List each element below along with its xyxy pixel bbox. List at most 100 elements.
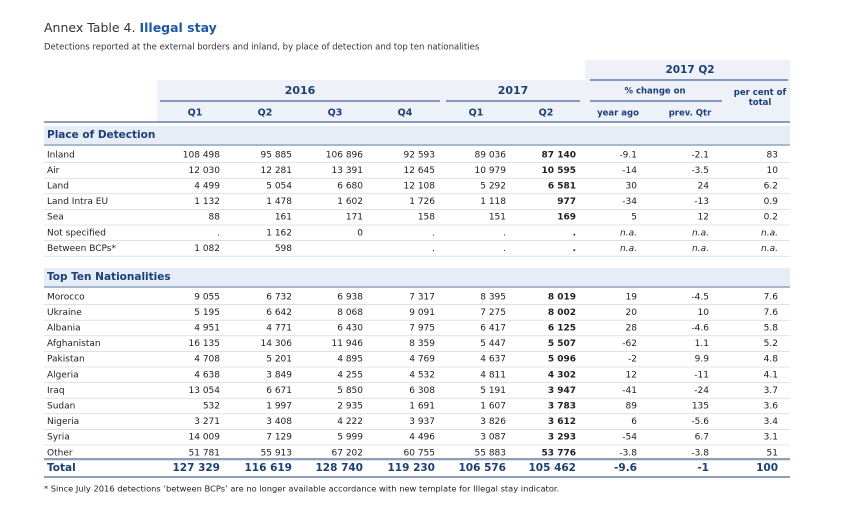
column-header: Q2 bbox=[258, 108, 273, 119]
cell: 12 bbox=[626, 370, 637, 380]
cell: 28 bbox=[626, 324, 638, 334]
cell: 6 308 bbox=[409, 386, 435, 396]
cell: n.a. bbox=[692, 228, 709, 238]
row-label: Afghanistan bbox=[47, 339, 101, 349]
total-cell: -1 bbox=[697, 462, 709, 474]
column-header: Q1 bbox=[188, 108, 203, 119]
cell: 135 bbox=[692, 402, 709, 412]
cell: 5 096 bbox=[548, 355, 576, 365]
cell: 1 726 bbox=[409, 197, 435, 207]
cell: 4 255 bbox=[337, 370, 363, 380]
cell: 6 732 bbox=[266, 292, 292, 302]
cell: -4.6 bbox=[691, 324, 709, 334]
cell: -62 bbox=[622, 339, 637, 349]
section-title: Place of Detection bbox=[47, 129, 155, 141]
cell: 4 638 bbox=[194, 370, 220, 380]
total-cell: 106 576 bbox=[459, 462, 507, 474]
row-label: Albania bbox=[47, 324, 81, 334]
row-label: Other bbox=[47, 448, 73, 458]
cell: 6 125 bbox=[548, 324, 576, 334]
section-band bbox=[44, 126, 790, 144]
cell: 3 087 bbox=[480, 433, 506, 443]
cell: 1 478 bbox=[266, 197, 292, 207]
cell: 1 162 bbox=[266, 228, 292, 238]
cell: 3 937 bbox=[409, 417, 435, 427]
cell: 3 408 bbox=[266, 417, 292, 427]
cell: 16 135 bbox=[189, 339, 221, 349]
cell: 6.2 bbox=[764, 182, 778, 192]
cell: 88 bbox=[209, 213, 221, 223]
cell: 5.8 bbox=[764, 324, 779, 334]
cell: 19 bbox=[626, 292, 638, 302]
cell: 3 293 bbox=[548, 433, 576, 443]
cell: 9.9 bbox=[695, 355, 710, 365]
cell: 3.1 bbox=[764, 433, 778, 443]
cell: 2 935 bbox=[337, 402, 363, 412]
total-label: Total bbox=[47, 462, 76, 474]
cell: 108 498 bbox=[183, 150, 220, 160]
cell: 161 bbox=[275, 213, 292, 223]
cell: 3 947 bbox=[548, 386, 576, 396]
total-cell: 128 740 bbox=[316, 462, 364, 474]
cell: 14 009 bbox=[189, 433, 221, 443]
cell: 5 195 bbox=[194, 308, 220, 318]
cell: 4 499 bbox=[194, 182, 220, 192]
cell: 60 755 bbox=[404, 448, 436, 458]
cell: 4 769 bbox=[409, 355, 435, 365]
cell: 4 637 bbox=[480, 355, 506, 365]
cell: -2 bbox=[628, 355, 637, 365]
cell: n.a. bbox=[761, 228, 778, 238]
column-header: Q4 bbox=[398, 108, 413, 119]
row-label: Sea bbox=[47, 213, 64, 223]
cell: -3.8 bbox=[691, 448, 709, 458]
cell: 4 222 bbox=[337, 417, 363, 427]
cell: 5 850 bbox=[337, 386, 363, 396]
cell: 53 776 bbox=[542, 448, 576, 458]
cell: 8 359 bbox=[409, 339, 435, 349]
cell: 83 bbox=[767, 150, 778, 160]
cell: 11 946 bbox=[332, 339, 364, 349]
cell: 4 811 bbox=[480, 370, 506, 380]
cell: -9.1 bbox=[619, 150, 637, 160]
cell: 1 082 bbox=[194, 244, 220, 254]
footnote: * Since July 2016 detections ‘between BC… bbox=[44, 484, 559, 494]
table-title: Annex Table 4. Illegal stay bbox=[44, 20, 217, 35]
cell: 4 895 bbox=[337, 355, 363, 365]
row-label: Not specified bbox=[47, 228, 106, 238]
cell: 6 671 bbox=[266, 386, 292, 396]
row-label: Land Intra EU bbox=[47, 197, 108, 207]
cell: 8 068 bbox=[337, 308, 363, 318]
total-cell: -9.6 bbox=[614, 462, 637, 474]
cell: 6 417 bbox=[480, 324, 506, 334]
cell: 3.4 bbox=[764, 417, 779, 427]
cell: 4 951 bbox=[194, 324, 220, 334]
row-label: Iraq bbox=[47, 386, 65, 396]
total-cell: 100 bbox=[756, 462, 778, 474]
cell: 1 132 bbox=[194, 197, 220, 207]
cell: 8 019 bbox=[548, 292, 576, 302]
share-header-box: per cent of total bbox=[734, 88, 786, 108]
cell: 4 771 bbox=[266, 324, 292, 334]
cell: 5 999 bbox=[337, 433, 363, 443]
cell: 4 532 bbox=[409, 370, 435, 380]
cell: n.a. bbox=[620, 244, 637, 254]
cell: 106 896 bbox=[326, 150, 363, 160]
cell: 169 bbox=[557, 213, 576, 223]
cell: 6 642 bbox=[266, 308, 292, 318]
cell: -11 bbox=[694, 370, 709, 380]
cell: 55 883 bbox=[475, 448, 507, 458]
cell: 7 129 bbox=[266, 433, 292, 443]
cell: -54 bbox=[622, 433, 637, 443]
group-header: 2017 Q2 bbox=[665, 64, 714, 76]
cell: . bbox=[573, 228, 576, 238]
section-band bbox=[44, 268, 790, 286]
total-cell: 116 619 bbox=[245, 462, 293, 474]
cell: -3.8 bbox=[619, 448, 637, 458]
cell: 1 691 bbox=[409, 402, 435, 412]
cell: 20 bbox=[626, 308, 638, 318]
year-header: 2017 bbox=[498, 84, 529, 97]
cell: -5.6 bbox=[691, 417, 709, 427]
cell: 30 bbox=[626, 182, 638, 192]
